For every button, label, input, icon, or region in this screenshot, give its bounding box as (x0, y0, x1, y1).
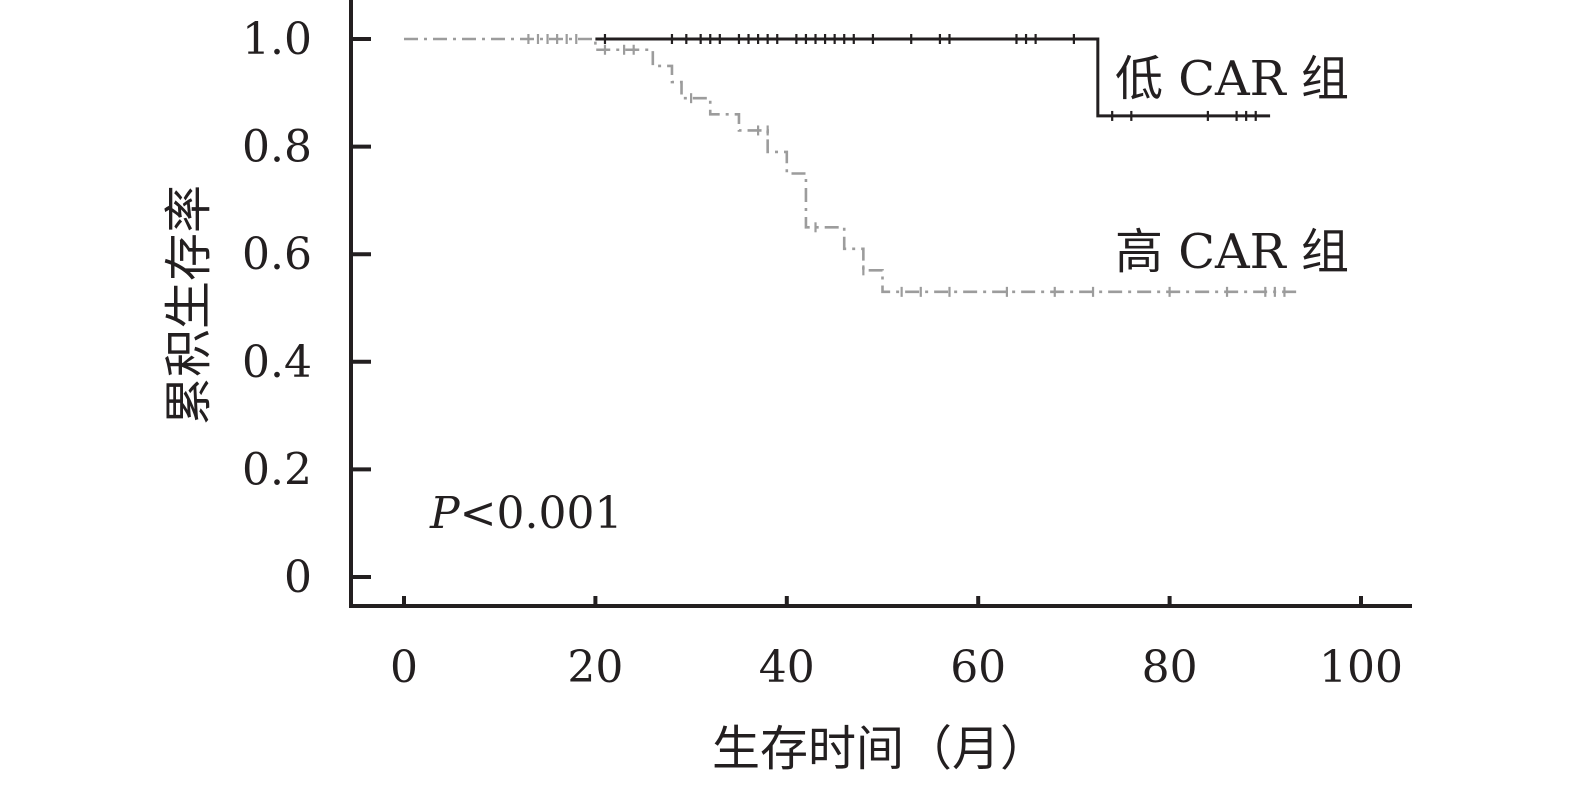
y-tick-label: 0.8 (242, 122, 312, 173)
y-tick-label: 0 (284, 552, 312, 603)
x-tick-label: 60 (950, 642, 1006, 693)
p-value-annotation: P<0.001 (429, 488, 622, 539)
survival-curve (595, 37, 1271, 118)
p-value-symbol: P (429, 488, 461, 539)
axes: 0 0.2 0.4 0.6 0.8 1.0 0 20 40 60 80 100 (242, 0, 1412, 693)
x-axis-title: 生存时间（月） (712, 721, 1048, 777)
x-tick-label: 100 (1319, 642, 1403, 693)
series-low-car (595, 34, 1271, 121)
series-label-high-car: 高 CAR 组 (1115, 224, 1349, 280)
x-tick-label: 20 (567, 642, 623, 693)
y-tick-label: 1.0 (242, 14, 312, 65)
survival-curve (404, 37, 1299, 294)
x-tick-label: 40 (759, 642, 815, 693)
x-tick-label: 0 (390, 642, 418, 693)
y-tick-label: 0.6 (242, 229, 312, 280)
plot-area (404, 34, 1299, 297)
series-label-low-car: 低 CAR 组 (1115, 51, 1349, 107)
y-axis-title: 累积生存率 (161, 185, 217, 425)
y-tick-label: 0.2 (242, 444, 312, 495)
y-tick-label: 0.4 (242, 337, 312, 388)
p-value-text: <0.001 (460, 488, 623, 539)
x-tick-label: 80 (1142, 642, 1198, 693)
series-high-car (404, 34, 1299, 297)
